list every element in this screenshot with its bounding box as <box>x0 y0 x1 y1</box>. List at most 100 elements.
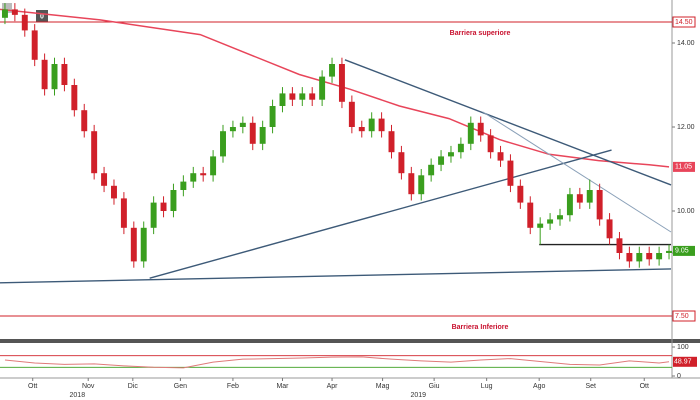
x-tick-label: Mar <box>276 383 289 390</box>
candle-body <box>299 93 306 100</box>
candle-body <box>329 64 336 77</box>
candle-body <box>527 202 534 228</box>
candle-body <box>279 93 286 106</box>
candle-body <box>140 227 147 262</box>
candle-body <box>160 202 167 211</box>
year-label: 2018 <box>70 392 86 399</box>
candle-body <box>229 127 236 132</box>
candle-body <box>636 253 643 262</box>
candle-body <box>487 135 494 153</box>
candle-body <box>289 93 296 100</box>
candle-body <box>180 181 187 190</box>
candle-body <box>547 219 554 224</box>
candle-body <box>51 64 58 90</box>
trendline <box>0 268 672 284</box>
candle-body <box>537 223 544 228</box>
candle-body <box>101 173 108 186</box>
candle-body <box>319 76 326 100</box>
trendline <box>344 59 672 186</box>
candle-body <box>41 59 48 90</box>
candle-body <box>448 152 454 157</box>
candle-body <box>557 215 563 220</box>
candle-body <box>428 164 435 176</box>
candle-body <box>517 185 524 203</box>
year-label: 2019 <box>410 392 426 399</box>
x-tick-label: Dic <box>128 383 139 390</box>
toolbar-icon[interactable] <box>2 3 12 13</box>
candle-body <box>170 190 177 211</box>
y-tick-label: 10.00 <box>677 208 695 215</box>
candle-body <box>438 156 445 165</box>
x-tick-label: Feb <box>227 383 239 390</box>
ma-value: 11.05 <box>675 164 692 171</box>
barrier-value-box <box>672 16 696 28</box>
last-price: 9.05 <box>675 248 689 255</box>
y-tick-label: 14.00 <box>677 40 695 47</box>
x-tick-label: Gen <box>174 383 187 390</box>
rsi-tick-label: 0 <box>677 373 681 380</box>
candle-body <box>666 250 672 253</box>
trendline <box>482 111 672 233</box>
last-price-box <box>673 245 695 256</box>
candle-body <box>269 106 276 127</box>
candle-body <box>606 219 613 239</box>
candle-body <box>646 253 653 260</box>
candle-body <box>1 9 8 18</box>
candle-body <box>259 127 266 144</box>
barrier-label: Barriera Inferiore <box>452 324 509 331</box>
candle-body <box>220 131 226 157</box>
barrier-value: 14.50 <box>675 19 693 26</box>
candle-body <box>408 173 415 195</box>
x-tick-label: Apr <box>327 383 339 390</box>
candle-body <box>249 122 256 144</box>
rsi-value-box <box>673 356 697 367</box>
candle-body <box>21 14 28 31</box>
rsi-tick-label: 100 <box>677 344 689 351</box>
x-tick-label: Ott <box>640 383 649 390</box>
trendline <box>149 149 612 279</box>
candle-body <box>616 238 623 253</box>
ma-value-box <box>673 161 695 172</box>
candle-body <box>626 253 633 262</box>
candle-body <box>130 227 137 262</box>
candle-body <box>358 127 365 132</box>
candle-body <box>120 198 127 228</box>
x-tick-label: Ago <box>533 383 546 390</box>
barrier-value: 7.50 <box>675 313 689 320</box>
x-tick-label: Mag <box>376 383 390 390</box>
candle-body <box>190 173 197 182</box>
candle-body <box>566 194 573 216</box>
candle-body <box>368 118 375 132</box>
candle-body <box>111 185 117 199</box>
moving-average <box>0 8 670 168</box>
x-tick-label: Nov <box>82 383 95 390</box>
candle-body <box>576 194 583 203</box>
candle-body <box>200 173 207 176</box>
candle-body <box>596 190 603 220</box>
candle-body <box>586 190 593 203</box>
candle-body <box>61 64 68 85</box>
candle-body <box>348 101 355 127</box>
x-tick-label: Set <box>585 383 596 390</box>
x-tick-label: Ott <box>28 383 37 390</box>
badge: 0 <box>40 13 44 20</box>
candle-body <box>388 131 395 153</box>
candle-body <box>210 156 217 176</box>
candle-body <box>309 93 316 100</box>
candle-body <box>71 85 78 111</box>
candle-body <box>11 9 18 15</box>
candle-body <box>150 202 157 228</box>
candle-body <box>31 30 38 60</box>
candle-body <box>467 122 474 144</box>
barrier-label: Barriera superiore <box>450 30 511 37</box>
candle-body <box>457 143 464 153</box>
candle-body <box>338 64 345 102</box>
candle-body <box>398 152 405 174</box>
candle-body <box>378 118 385 132</box>
candle-body <box>507 160 514 186</box>
x-tick-label: Giu <box>429 383 440 390</box>
candle-body <box>81 110 88 132</box>
candle-body <box>91 131 98 174</box>
